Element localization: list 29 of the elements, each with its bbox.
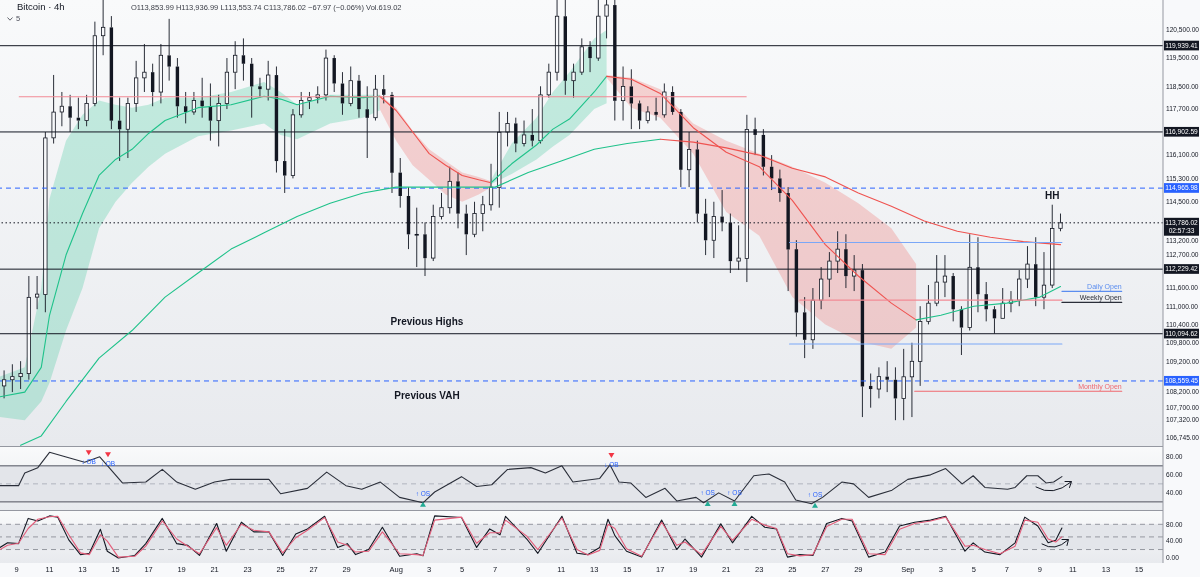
candlestick — [604, 0, 609, 39]
candlestick — [224, 57, 230, 110]
candlestick — [10, 363, 15, 393]
candlestick — [266, 60, 271, 101]
candlestick — [323, 49, 329, 101]
annotation: Previous Highs — [390, 315, 464, 327]
candlestick — [35, 275, 40, 310]
candlestick — [200, 77, 204, 119]
candlestick — [357, 74, 361, 119]
candlestick — [447, 166, 452, 214]
candlestick — [1, 369, 7, 399]
candlestick — [662, 83, 667, 119]
candlestick — [876, 366, 882, 399]
candlestick — [59, 91, 64, 127]
candlestick — [373, 74, 378, 121]
candlestick — [258, 77, 262, 99]
candlestick — [654, 97, 658, 121]
candlestick — [191, 91, 197, 116]
candlestick — [885, 360, 889, 393]
chart-title: Bitcoin · 4h — [17, 1, 65, 12]
candlestick — [901, 348, 906, 421]
annotation: Previous VAH — [394, 389, 460, 401]
candlestick — [571, 63, 576, 99]
candlestick — [134, 60, 139, 113]
candlestick — [18, 360, 23, 390]
annotation: HH — [1045, 190, 1060, 202]
candlestick — [951, 272, 955, 322]
candlestick — [76, 97, 81, 130]
candlestick — [620, 66, 626, 121]
